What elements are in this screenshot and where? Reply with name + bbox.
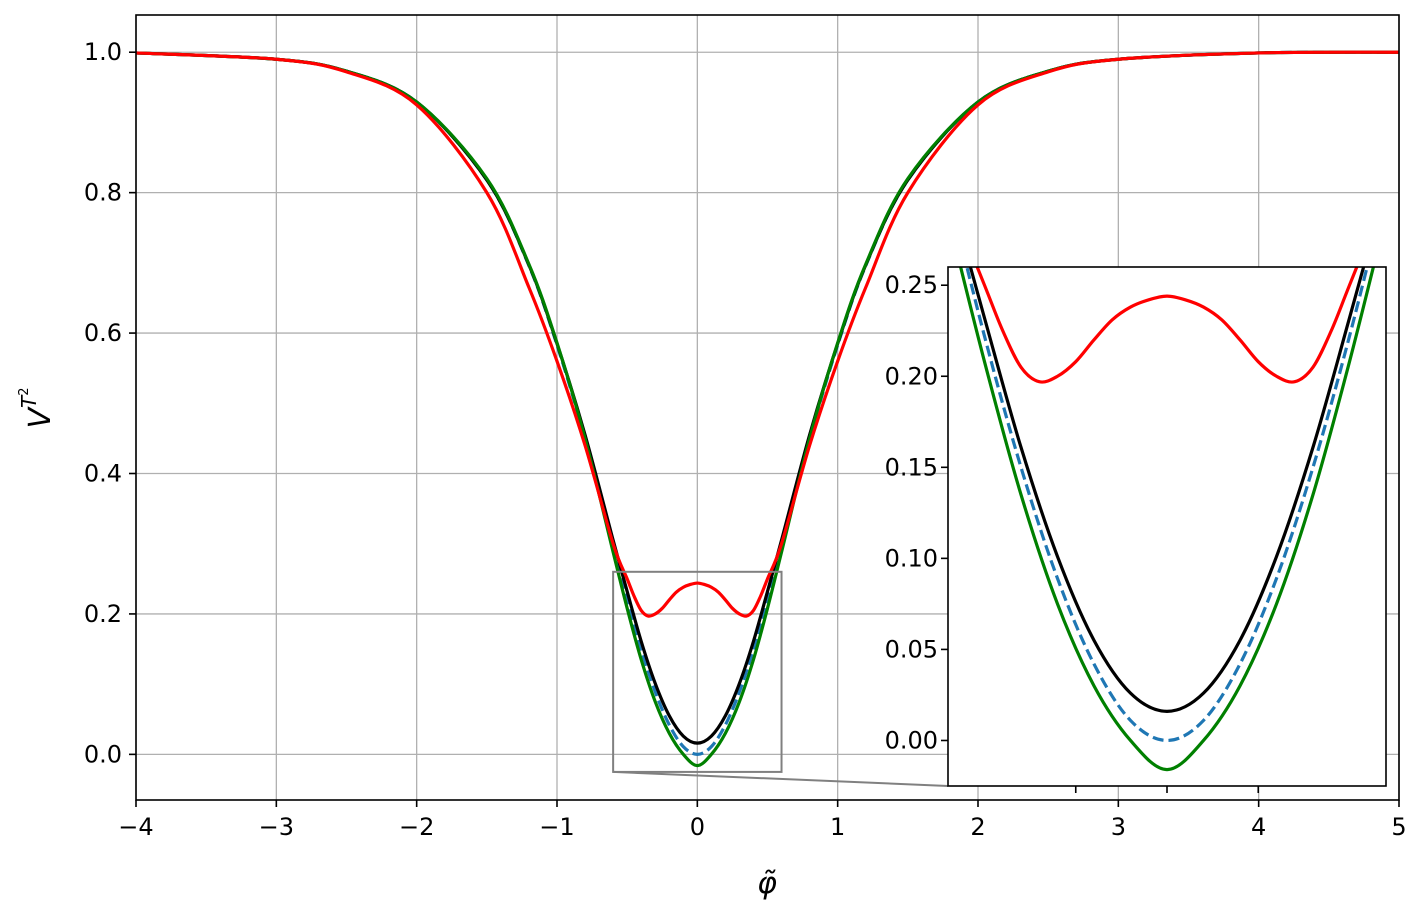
inset-y-tick-label: 0.25 <box>885 271 938 299</box>
x-tick-label: 0 <box>690 813 705 841</box>
inset-y-tick-label: 0.20 <box>885 362 938 390</box>
x-tick-label: −4 <box>118 813 153 841</box>
zoom-rect <box>612 570 783 773</box>
zoom-indicator <box>612 570 949 787</box>
x-tick-label: −3 <box>259 813 294 841</box>
main-series-line-2 <box>136 50 1399 768</box>
x-tick-label: 2 <box>970 813 985 841</box>
inset-background <box>948 267 1386 786</box>
x-tick-label: 1 <box>830 813 845 841</box>
inset-series-line-1 <box>968 267 1366 713</box>
x-axis-label-text: φ̃ <box>757 866 777 901</box>
inset-ticks: 0.00 0.05 0.10 0.15 0.20 0.25 <box>885 271 1260 793</box>
y-tick-label: 1.0 <box>84 38 122 66</box>
inset-series-line-2 <box>958 267 1376 772</box>
main-ticks: −4 −3 −2 −1 0 1 2 3 4 5 0.0 0.2 0.4 0.6 0.8 1.0 <box>84 38 1407 841</box>
inset-series-line-3 <box>975 267 1359 384</box>
zoom-connector-line <box>613 770 949 787</box>
y-tick-label: 0.8 <box>84 179 122 207</box>
inset-y-tick-label: 0.15 <box>885 453 938 481</box>
y-tick-label: 0.2 <box>84 600 122 628</box>
main-plot-frame <box>135 14 1400 801</box>
main-series <box>136 50 1399 768</box>
y-tick-label: 0.0 <box>84 740 122 768</box>
inset-chart: 0.00 0.05 0.10 0.15 0.20 0.25 <box>885 266 1387 793</box>
x-tick-label: −2 <box>399 813 434 841</box>
y-axis-label-text: VT2 <box>17 387 58 428</box>
x-tick-label: 5 <box>1391 813 1406 841</box>
y-tick-label: 0.4 <box>84 460 122 488</box>
x-tick-label: 4 <box>1251 813 1266 841</box>
x-axis-label: φ̃ <box>757 866 777 901</box>
inset-y-tick-label: 0.00 <box>885 726 938 754</box>
inset-y-tick-label: 0.10 <box>885 544 938 572</box>
y-tick-label: 0.6 <box>84 319 122 347</box>
inset-y-tick-label: 0.05 <box>885 635 938 663</box>
y-axis-label: VT2 <box>17 387 58 428</box>
x-tick-label: −1 <box>539 813 574 841</box>
inset-series <box>958 267 1376 772</box>
main-series-line-3 <box>136 50 1399 618</box>
x-tick-label: 3 <box>1111 813 1126 841</box>
